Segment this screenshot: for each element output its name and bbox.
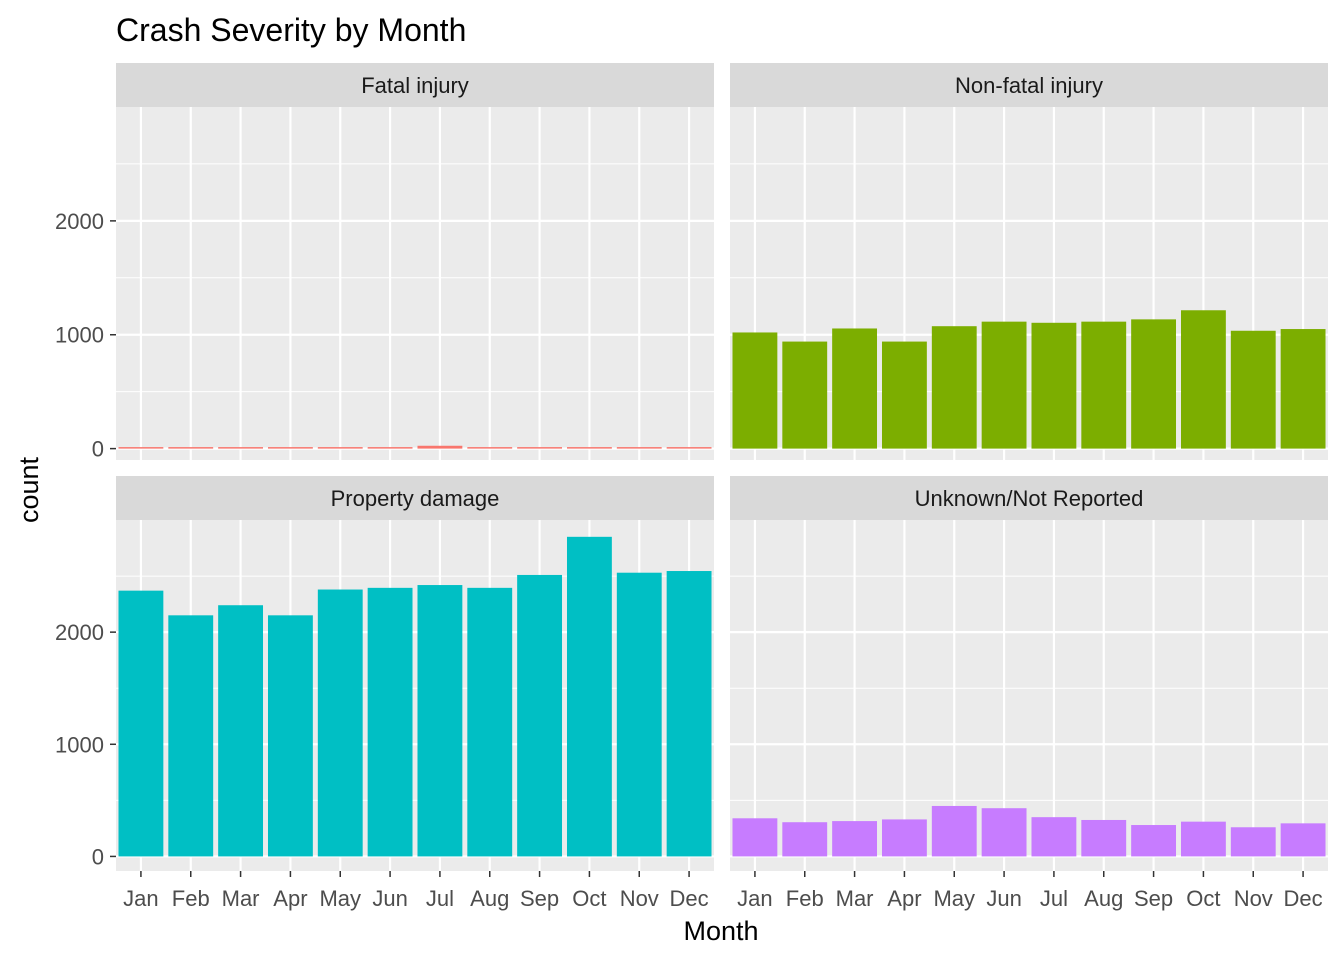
bar-may xyxy=(931,326,977,449)
y-tick-label: 1000 xyxy=(55,323,104,348)
bar-mar xyxy=(218,605,264,857)
panel-background xyxy=(730,107,1328,460)
bar-jun xyxy=(367,587,413,857)
x-tick-label: Sep xyxy=(520,886,559,911)
bar-jan xyxy=(118,590,164,857)
bar-oct xyxy=(1180,310,1226,449)
y-tick-label: 0 xyxy=(92,844,104,869)
bar-mar xyxy=(832,328,878,449)
bar-jun xyxy=(981,808,1027,857)
x-tick-label: Mar xyxy=(222,886,260,911)
facet-panel-2: Non-fatal injury xyxy=(730,63,1328,460)
x-tick-label: Sep xyxy=(1134,886,1173,911)
bar-aug xyxy=(467,587,513,857)
y-axis-title: count xyxy=(14,456,44,523)
bar-may xyxy=(931,805,977,857)
x-tick-label: Feb xyxy=(172,886,210,911)
panel-background xyxy=(116,520,714,871)
x-tick-label: Feb xyxy=(786,886,824,911)
bar-dec xyxy=(666,571,712,857)
bar-feb xyxy=(168,615,214,857)
bar-apr xyxy=(267,447,313,449)
bar-apr xyxy=(881,341,927,449)
x-tick-label: Jun xyxy=(372,886,407,911)
x-tick-label: May xyxy=(319,886,361,911)
bar-sep xyxy=(1131,319,1177,449)
bar-jul xyxy=(1031,817,1077,857)
bar-may xyxy=(317,589,363,857)
bar-aug xyxy=(1081,321,1127,449)
bar-jul xyxy=(417,585,463,857)
bar-jan xyxy=(732,818,778,857)
x-tick-label: Oct xyxy=(572,886,606,911)
bar-sep xyxy=(517,447,563,449)
bar-oct xyxy=(566,447,612,449)
x-axis-title: Month xyxy=(683,916,758,946)
bar-dec xyxy=(666,447,712,449)
x-tick-label: Jan xyxy=(737,886,772,911)
x-tick-label: Dec xyxy=(1284,886,1323,911)
facet-panel-1: Fatal injury 0 1000 2000 xyxy=(55,63,714,462)
bar-sep xyxy=(517,574,563,857)
x-tick-label: Jun xyxy=(986,886,1021,911)
x-tick-label: Oct xyxy=(1186,886,1220,911)
facet-panels: Fatal injury 0 1000 2000 Non-fatal injury Pro… xyxy=(55,63,1328,911)
facet-strip-label: Property damage xyxy=(331,486,500,511)
bar-jul xyxy=(1031,322,1077,449)
bar-nov xyxy=(1230,827,1276,857)
facet-strip-label: Non-fatal injury xyxy=(955,73,1103,98)
facet-strip xyxy=(730,63,1328,107)
bar-jun xyxy=(981,321,1027,449)
bar-nov xyxy=(1230,330,1276,449)
bar-mar xyxy=(218,447,264,449)
x-tick-label: Aug xyxy=(1084,886,1123,911)
x-tick-label: Dec xyxy=(670,886,709,911)
bar-apr xyxy=(267,615,313,857)
bar-sep xyxy=(1131,825,1177,857)
bar-feb xyxy=(782,341,828,449)
bar-dec xyxy=(1280,329,1326,449)
bar-dec xyxy=(1280,823,1326,857)
facet-strip xyxy=(116,63,714,107)
x-tick-label: Mar xyxy=(836,886,874,911)
y-tick-label: 0 xyxy=(92,437,104,462)
x-tick-label: Jul xyxy=(1040,886,1068,911)
bar-mar xyxy=(832,821,878,857)
bar-oct xyxy=(1180,821,1226,857)
bar-oct xyxy=(566,536,612,857)
x-tick-label: May xyxy=(933,886,975,911)
facet-panel-4: Unknown/Not Reported Jan Feb Mar Apr May Jun Ju… xyxy=(730,476,1328,911)
bar-may xyxy=(317,447,363,449)
bar-apr xyxy=(881,819,927,857)
facet-strip xyxy=(116,476,714,520)
bar-feb xyxy=(168,447,214,449)
bar-jul xyxy=(417,445,463,449)
x-tick-label: Apr xyxy=(887,886,921,911)
panel-background xyxy=(730,520,1328,871)
bar-jan xyxy=(118,447,164,449)
bar-jan xyxy=(732,332,778,449)
x-tick-label: Jan xyxy=(123,886,158,911)
bar-jun xyxy=(367,447,413,449)
panel-background xyxy=(116,107,714,460)
bar-nov xyxy=(616,447,662,449)
bar-aug xyxy=(467,447,513,449)
y-tick-label: 2000 xyxy=(55,209,104,234)
x-tick-label: Jul xyxy=(426,886,454,911)
bar-aug xyxy=(1081,819,1127,857)
x-tick-label: Aug xyxy=(470,886,509,911)
x-tick-label: Nov xyxy=(620,886,659,911)
x-tick-label: Nov xyxy=(1234,886,1273,911)
y-tick-label: 1000 xyxy=(55,732,104,757)
bar-feb xyxy=(782,822,828,857)
facet-panel-3: Property damage 0 1000 2000 Jan Feb Mar Apr May J… xyxy=(55,476,714,911)
bar-nov xyxy=(616,572,662,857)
y-tick-label: 2000 xyxy=(55,620,104,645)
chart-title: Crash Severity by Month xyxy=(116,12,466,48)
facet-strip xyxy=(730,476,1328,520)
x-tick-label: Apr xyxy=(273,886,307,911)
facet-strip-label: Unknown/Not Reported xyxy=(915,486,1144,511)
facet-strip-label: Fatal injury xyxy=(361,73,469,98)
